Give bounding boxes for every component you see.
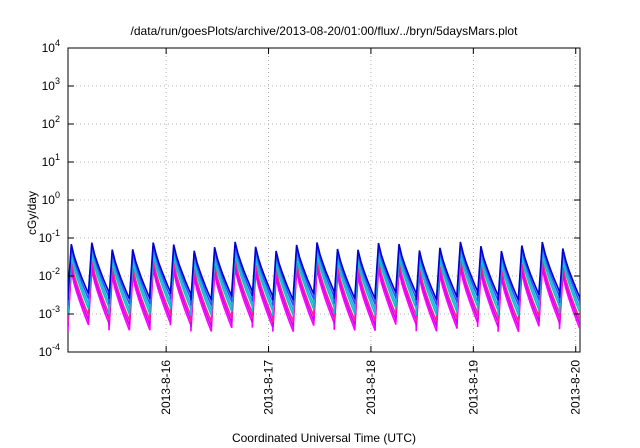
y-tick-label: 10-2 xyxy=(39,266,60,283)
y-tick-label: 101 xyxy=(42,152,60,169)
x-tick-label: 2013-8-20 xyxy=(569,360,583,415)
y-axis-label: cGy/day xyxy=(25,191,39,235)
series-line-5 xyxy=(68,248,580,312)
x-axis-ticks: 2013-8-16 2013-8-17 2013-8-18 2013-8-19 2013… xyxy=(159,48,583,415)
y-tick-label: 102 xyxy=(42,114,60,131)
x-tick-label: 2013-8-16 xyxy=(159,360,173,415)
series-line-7 xyxy=(68,241,580,301)
y-tick-label: 103 xyxy=(42,76,60,93)
y-tick-label: 10-3 xyxy=(39,304,60,321)
x-axis-label: Coordinated Universal Time (UTC) xyxy=(232,431,416,445)
chart-title: /data/run/goesPlots/archive/2013-08-20/0… xyxy=(131,24,519,38)
y-tick-label: 100 xyxy=(42,190,60,207)
x-tick-label: 2013-8-18 xyxy=(364,360,378,415)
x-tick-label: 2013-8-19 xyxy=(466,360,480,415)
y-axis-ticks: 10-4 10-3 10-2 10-1 100 101 102 103 104 xyxy=(39,38,580,359)
series-line-2 xyxy=(68,263,580,328)
y-tick-label: 10-4 xyxy=(39,342,60,359)
series-line-3 xyxy=(68,259,580,323)
series-line-1 xyxy=(68,268,580,332)
series-line-4 xyxy=(68,253,580,316)
series-layer xyxy=(68,241,580,332)
x-tick-label: 2013-8-17 xyxy=(262,360,276,415)
y-tick-label: 104 xyxy=(42,38,60,55)
y-tick-label: 10-1 xyxy=(39,228,60,245)
series-line-6 xyxy=(68,244,580,306)
